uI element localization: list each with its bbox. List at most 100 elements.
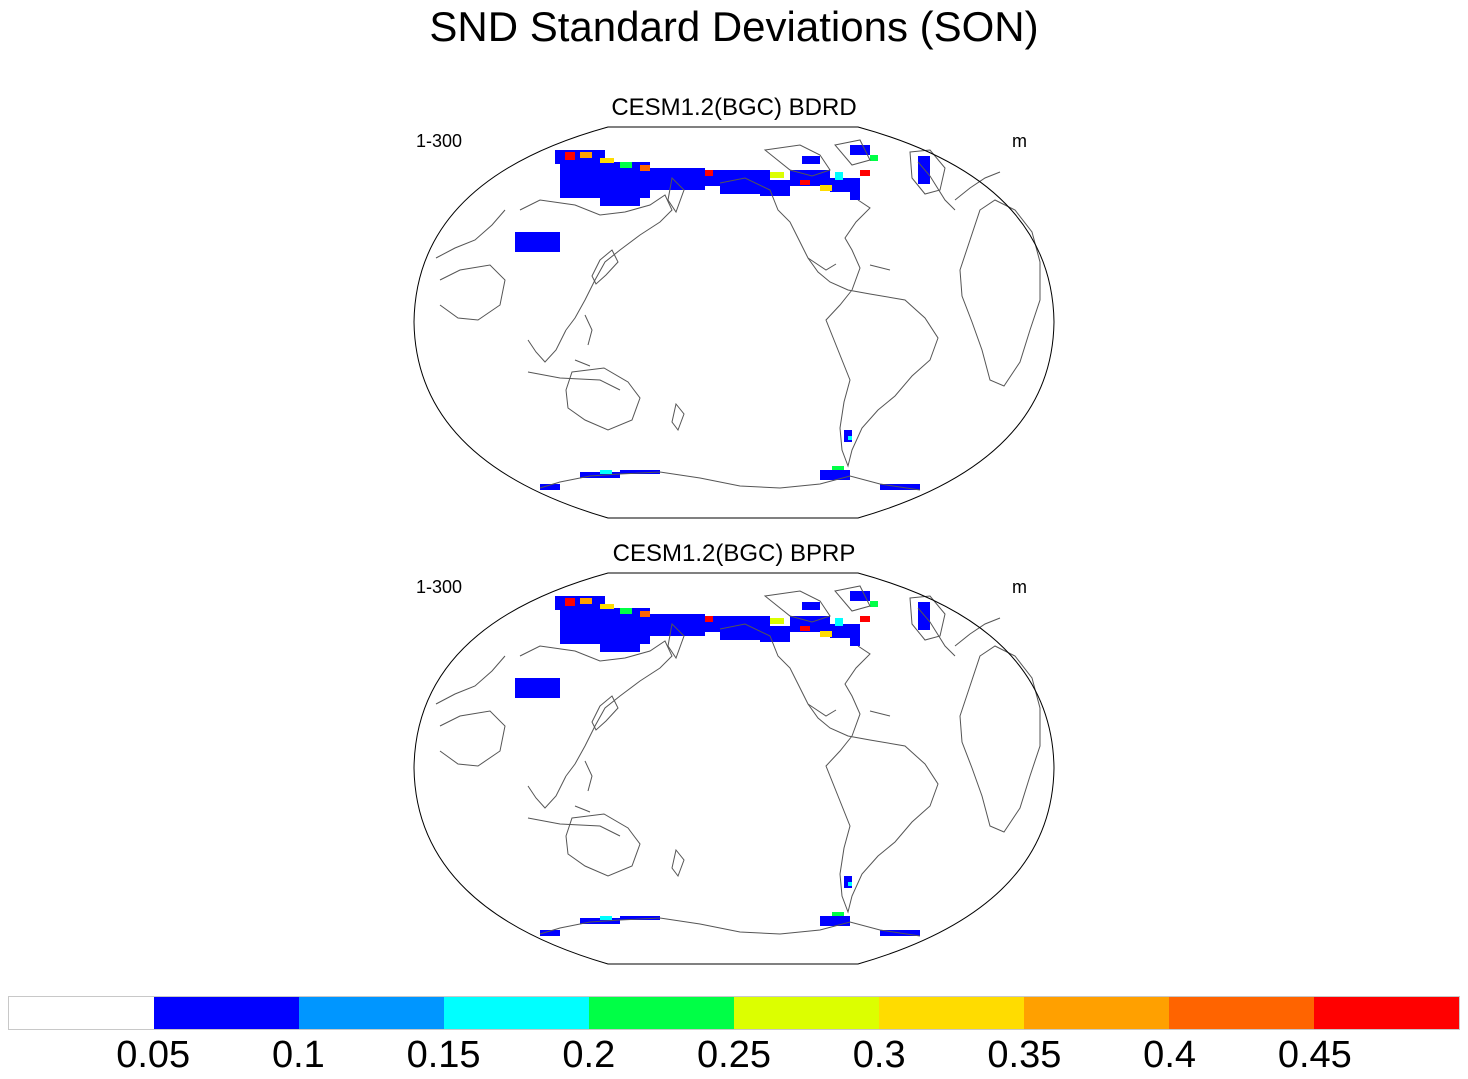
snow-std-cell bbox=[850, 145, 870, 155]
snow-std-cell bbox=[565, 598, 575, 606]
snow-std-cell bbox=[918, 156, 930, 184]
snow-std-cell bbox=[515, 678, 560, 698]
coastline bbox=[519, 640, 673, 777]
coastline bbox=[539, 471, 921, 491]
coastline bbox=[439, 264, 506, 321]
coastline bbox=[807, 257, 891, 271]
colorbar-swatch bbox=[1314, 997, 1459, 1029]
colorbar-tick-label: 0.3 bbox=[852, 1034, 906, 1076]
coastline bbox=[671, 402, 685, 432]
snow-std-cell bbox=[620, 162, 632, 168]
snow-std-cell bbox=[870, 155, 878, 161]
coastline bbox=[591, 249, 619, 285]
coastline bbox=[539, 917, 921, 937]
coastline bbox=[671, 848, 685, 878]
snow-std-cell bbox=[820, 916, 850, 926]
coastline bbox=[519, 194, 673, 331]
coastline bbox=[959, 645, 1041, 833]
snow-std-cell bbox=[760, 180, 790, 196]
coastline bbox=[565, 367, 641, 431]
snow-std-cell bbox=[600, 642, 640, 652]
snow-std-cell bbox=[870, 601, 878, 607]
coastline bbox=[844, 199, 871, 291]
coastline bbox=[844, 645, 871, 737]
coastlines bbox=[435, 585, 1041, 937]
snow-std-cell bbox=[515, 232, 560, 252]
snow-std-cell bbox=[770, 618, 784, 624]
coastline bbox=[584, 314, 593, 346]
panel-2-map-content bbox=[413, 572, 1055, 965]
coastline bbox=[667, 622, 685, 660]
colorbar-tick-label: 0.1 bbox=[271, 1034, 325, 1076]
snow-std-cell bbox=[820, 470, 850, 480]
coastline bbox=[719, 623, 939, 914]
colorbar-tick-label: 0.05 bbox=[116, 1034, 191, 1076]
figure-title: SND Standard Deviations (SON) bbox=[429, 3, 1039, 50]
coastline bbox=[807, 703, 891, 717]
snow-std-cell bbox=[918, 602, 930, 630]
snow-std-cell bbox=[832, 912, 844, 916]
colorbar-tick-label: 0.2 bbox=[562, 1034, 616, 1076]
coastline bbox=[527, 329, 567, 363]
coastline bbox=[917, 161, 956, 211]
snow-std-cell bbox=[560, 608, 650, 644]
snow-std-cell bbox=[600, 470, 612, 474]
snow-std-cell bbox=[640, 165, 650, 171]
snow-std-cell bbox=[820, 185, 832, 191]
coastline bbox=[719, 177, 939, 468]
snow-std-cell bbox=[705, 616, 713, 622]
coastline bbox=[584, 760, 593, 792]
snow-std-cell bbox=[580, 598, 592, 604]
coastline bbox=[909, 595, 946, 641]
snow-std-cell bbox=[540, 930, 560, 936]
colorbar-swatch bbox=[154, 997, 299, 1029]
coastline bbox=[527, 775, 567, 809]
panel-1-units-label: m bbox=[1012, 131, 1027, 151]
snow-std-cell bbox=[580, 152, 592, 158]
colorbar-tick-label: 0.45 bbox=[1277, 1034, 1352, 1076]
coastline bbox=[435, 655, 506, 705]
colorbar-swatch bbox=[734, 997, 879, 1029]
coastline bbox=[763, 144, 831, 177]
snow-std-cell bbox=[850, 190, 860, 200]
snow-std-cell bbox=[800, 626, 810, 631]
snow-std-cell bbox=[848, 882, 852, 886]
panel-1-period-label: 1-300 bbox=[416, 131, 463, 151]
coastlines bbox=[435, 139, 1041, 491]
snow-std-cell bbox=[850, 636, 860, 646]
coastline bbox=[917, 607, 956, 657]
snow-std-cell bbox=[620, 916, 660, 920]
coastline bbox=[527, 805, 621, 837]
snow-std-cell bbox=[640, 611, 650, 617]
panel-1-map bbox=[413, 126, 1055, 519]
snow-std-cell bbox=[645, 168, 705, 190]
snow-std-cell bbox=[600, 196, 640, 206]
coastline bbox=[439, 710, 506, 767]
snow-std-cell bbox=[620, 608, 632, 614]
snow-std-cell bbox=[800, 180, 810, 185]
snow-std-cell bbox=[860, 616, 870, 622]
snow-std-cell bbox=[760, 626, 790, 642]
colorbar-tick-label: 0.35 bbox=[987, 1034, 1062, 1076]
snow-std-cell bbox=[802, 602, 820, 610]
panel-1-title: CESM1.2(BGC) BDRD bbox=[611, 94, 857, 121]
snow-std-cell bbox=[560, 162, 650, 198]
snow-std-field bbox=[515, 591, 930, 936]
coastline bbox=[667, 176, 685, 214]
colorbar-swatch bbox=[299, 997, 444, 1029]
snow-std-cell bbox=[802, 156, 820, 164]
snow-std-cell bbox=[860, 170, 870, 176]
snow-std-cell bbox=[830, 624, 860, 638]
colorbar-tick-label: 0.15 bbox=[406, 1034, 481, 1076]
map-boundary bbox=[413, 126, 1055, 519]
snow-std-cell bbox=[770, 172, 784, 178]
colorbar-tick-label: 0.4 bbox=[1143, 1034, 1197, 1076]
snow-std-cell bbox=[600, 158, 614, 163]
snow-std-cell bbox=[820, 631, 832, 637]
snow-std-cell bbox=[835, 618, 843, 626]
coastline bbox=[763, 590, 831, 623]
colorbar-swatch bbox=[444, 997, 589, 1029]
colorbar-swatch bbox=[9, 997, 154, 1029]
snow-std-cell bbox=[600, 916, 612, 920]
panel-2-units-label: m bbox=[1012, 577, 1027, 597]
